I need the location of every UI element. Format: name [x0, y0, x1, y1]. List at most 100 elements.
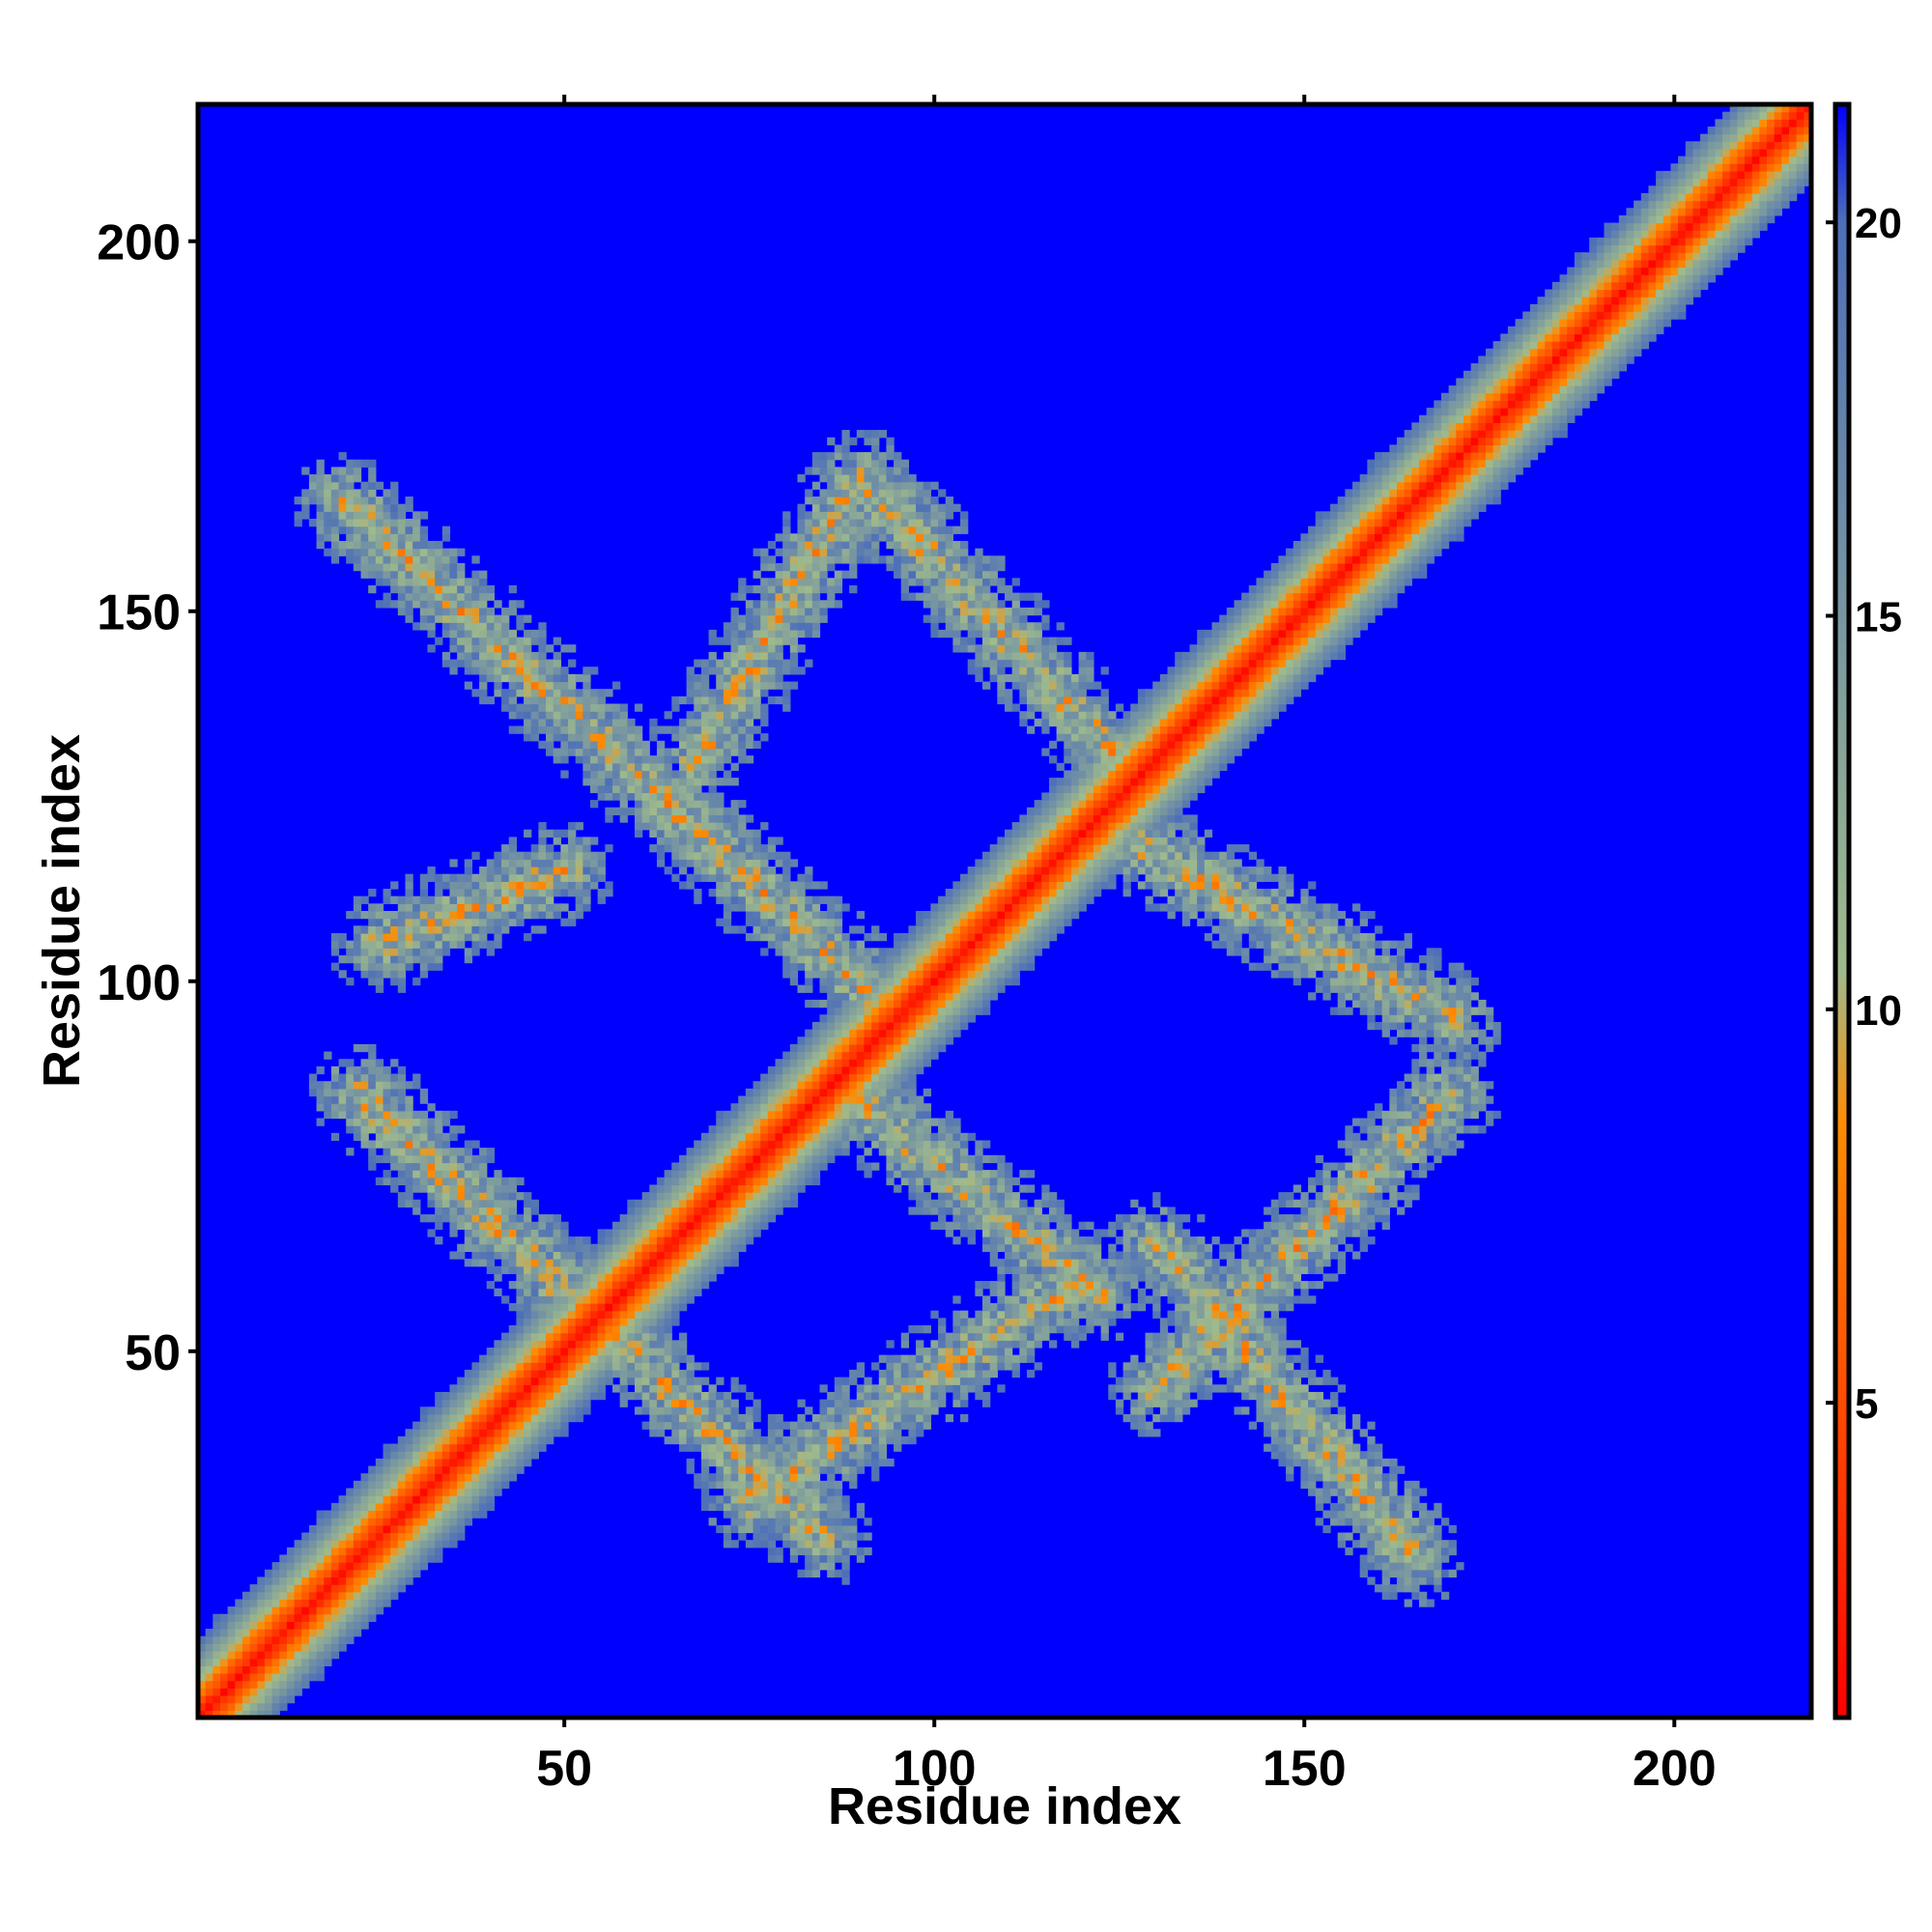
heatmap-cell	[805, 1125, 813, 1134]
heatmap-cell	[368, 540, 377, 550]
heatmap-cell	[360, 1125, 369, 1134]
heatmap-cell	[605, 1377, 613, 1385]
heatmap-cell	[656, 1236, 666, 1245]
heatmap-cell	[723, 851, 732, 860]
heatmap-cell	[730, 822, 739, 831]
heatmap-cell	[789, 1132, 799, 1142]
heatmap-cell	[457, 1399, 466, 1407]
heatmap-cell	[760, 895, 769, 904]
heatmap-cell	[627, 1391, 636, 1401]
heatmap-cell	[597, 733, 606, 742]
heatmap-cell	[805, 1065, 813, 1075]
heatmap-cell	[871, 1458, 880, 1467]
heatmap-cell	[479, 1177, 488, 1186]
heatmap-cell	[508, 889, 517, 897]
heatmap-cell	[338, 1059, 347, 1067]
heatmap-cell	[745, 873, 754, 882]
heatmap-cell	[619, 703, 628, 712]
heatmap-cell	[346, 1059, 355, 1067]
heatmap-cell	[700, 1429, 710, 1437]
heatmap-cell	[412, 548, 421, 556]
heatmap-cell	[441, 1458, 451, 1467]
heatmap-cell	[864, 1377, 872, 1385]
heatmap-cell	[397, 1095, 407, 1104]
heatmap-cell	[412, 1465, 421, 1474]
heatmap-cell	[597, 1288, 606, 1296]
heatmap-cell	[390, 1162, 399, 1171]
heatmap-cell	[805, 984, 813, 993]
heatmap-cell	[449, 925, 458, 934]
heatmap-cell	[856, 1435, 866, 1445]
heatmap-cell	[524, 1295, 532, 1304]
heatmap-cell	[597, 740, 606, 750]
heatmap-cell	[811, 1132, 821, 1142]
heatmap-cell	[856, 948, 866, 956]
heatmap-cell	[730, 851, 739, 860]
heatmap-cell	[308, 1540, 318, 1548]
heatmap-cell	[767, 837, 777, 845]
heatmap-cell	[494, 1406, 502, 1415]
heatmap-cell	[671, 829, 680, 838]
heatmap-cell	[560, 1259, 569, 1267]
heatmap-cell	[412, 1421, 421, 1430]
heatmap-cell	[634, 1199, 643, 1208]
heatmap-cell	[538, 1391, 547, 1401]
heatmap-cell	[457, 607, 466, 616]
heatmap-cell	[360, 1480, 369, 1490]
heatmap-cell	[286, 1651, 296, 1660]
heatmap-cell	[686, 1384, 695, 1393]
heatmap-cell	[479, 1429, 488, 1437]
heatmap-cell	[738, 1162, 747, 1171]
heatmap-cell	[501, 889, 510, 897]
heatmap-cell	[834, 1118, 843, 1126]
heatmap-cell	[627, 1214, 636, 1223]
heatmap-cell	[249, 1606, 258, 1615]
heatmap-cell	[338, 1110, 347, 1120]
heatmap-cell	[383, 1140, 391, 1149]
heatmap-cell	[730, 1443, 739, 1452]
heatmap-cell	[730, 1132, 739, 1142]
heatmap-cell	[656, 762, 666, 772]
heatmap-cell	[568, 740, 577, 750]
heatmap-cell	[213, 1629, 221, 1637]
heatmap-cell	[368, 1488, 377, 1496]
heatmap-cell	[524, 903, 532, 912]
heatmap-cell	[738, 1495, 747, 1504]
heatmap-cell	[871, 925, 880, 934]
heatmap-cell	[775, 1518, 783, 1526]
heatmap-cell	[849, 992, 858, 1001]
heatmap-cell	[634, 1377, 643, 1385]
heatmap-cell	[641, 1318, 650, 1326]
heatmap-cell	[611, 1243, 621, 1252]
heatmap-cell	[441, 895, 451, 904]
heatmap-cell	[827, 578, 836, 586]
heatmap-cell	[479, 932, 488, 942]
heatmap-cell	[805, 1103, 813, 1112]
heatmap-cell	[553, 1332, 561, 1341]
heatmap-cell	[530, 1236, 539, 1245]
heatmap-cell	[782, 1125, 791, 1134]
heatmap-cell	[811, 1554, 821, 1563]
heatmap-cell	[383, 1488, 391, 1496]
heatmap-cell	[856, 1384, 866, 1393]
heatmap-cell	[590, 800, 599, 809]
heatmap-cell	[745, 814, 754, 823]
heatmap-cell	[789, 629, 799, 639]
heatmap-cell	[383, 1562, 391, 1571]
heatmap-cell	[686, 807, 695, 816]
heatmap-cell	[301, 1629, 310, 1637]
heatmap-cell	[279, 1599, 288, 1607]
heatmap-cell	[368, 459, 377, 468]
heatmap-cell	[516, 1265, 525, 1274]
heatmap-cell	[486, 614, 496, 623]
heatmap-cell	[641, 755, 650, 764]
heatmap-cell	[700, 1140, 710, 1149]
heatmap-cell	[641, 1406, 650, 1415]
heatmap-cell	[708, 629, 717, 639]
heatmap-cell	[827, 1154, 836, 1164]
heatmap-cell	[271, 1613, 280, 1623]
heatmap-cell	[516, 1273, 525, 1282]
heatmap-cell	[316, 540, 325, 550]
heatmap-cell	[841, 1110, 850, 1120]
heatmap-cell	[753, 548, 761, 556]
